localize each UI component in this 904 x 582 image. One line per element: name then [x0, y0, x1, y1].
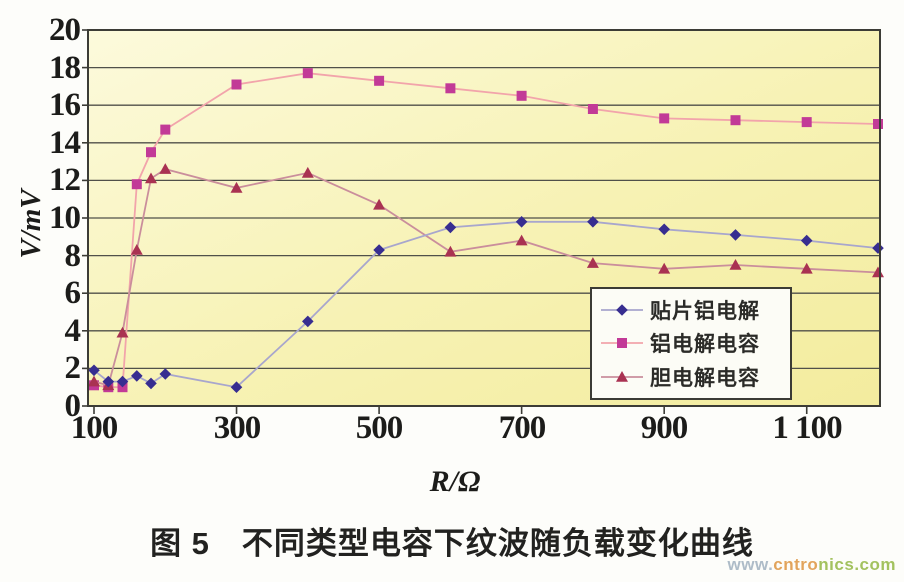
legend-item: 贴片铝电解 — [600, 295, 786, 325]
legend-marker-diamond-icon — [601, 304, 643, 316]
y-tick-label: 18 — [49, 50, 81, 86]
legend-item: 胆电解电容 — [600, 362, 786, 392]
legend-label: 贴片铝电解 — [650, 299, 760, 323]
x-tick-label: 900 — [640, 410, 689, 446]
watermark-part2: cntro — [773, 555, 819, 574]
x-tick-label: 100 — [70, 410, 119, 446]
legend-marker-triangle-icon — [601, 371, 643, 382]
y-axis-title: V/mV — [15, 189, 47, 259]
watermark-part1: www. — [727, 555, 774, 574]
x-tick-label: 300 — [213, 410, 262, 446]
y-tick-label: 4 — [64, 313, 82, 349]
y-tick-label: 16 — [49, 87, 81, 123]
y-tick-label: 10 — [49, 200, 81, 236]
chart-legend: 贴片铝电解 铝电解电容 胆电解电容 — [590, 287, 792, 400]
legend-label: 胆电解电容 — [650, 367, 760, 391]
y-tick-label: 6 — [64, 275, 82, 311]
y-tick-label: 12 — [49, 162, 81, 198]
legend-marker-square-icon — [601, 338, 643, 349]
figure-caption: 图 5 不同类型电容下纹波随负载变化曲线 — [150, 526, 754, 561]
x-tick-label: 1 100 — [772, 410, 842, 446]
x-tick-label: 700 — [498, 410, 547, 446]
y-tick-label: 14 — [49, 125, 81, 161]
y-tick-label: 8 — [64, 238, 82, 274]
legend-label: 铝电解电容 — [650, 333, 760, 357]
y-tick-label: 2 — [64, 350, 82, 386]
watermark-part3: nics.com — [818, 555, 896, 574]
legend-item: 铝电解电容 — [600, 328, 786, 358]
x-axis-title: R/Ω — [429, 465, 481, 498]
x-tick-label: 500 — [355, 410, 404, 446]
y-tick-label: 20 — [49, 12, 81, 48]
y-tick-label: 0 — [64, 388, 82, 424]
watermark: www.cntronics.com — [728, 555, 896, 575]
